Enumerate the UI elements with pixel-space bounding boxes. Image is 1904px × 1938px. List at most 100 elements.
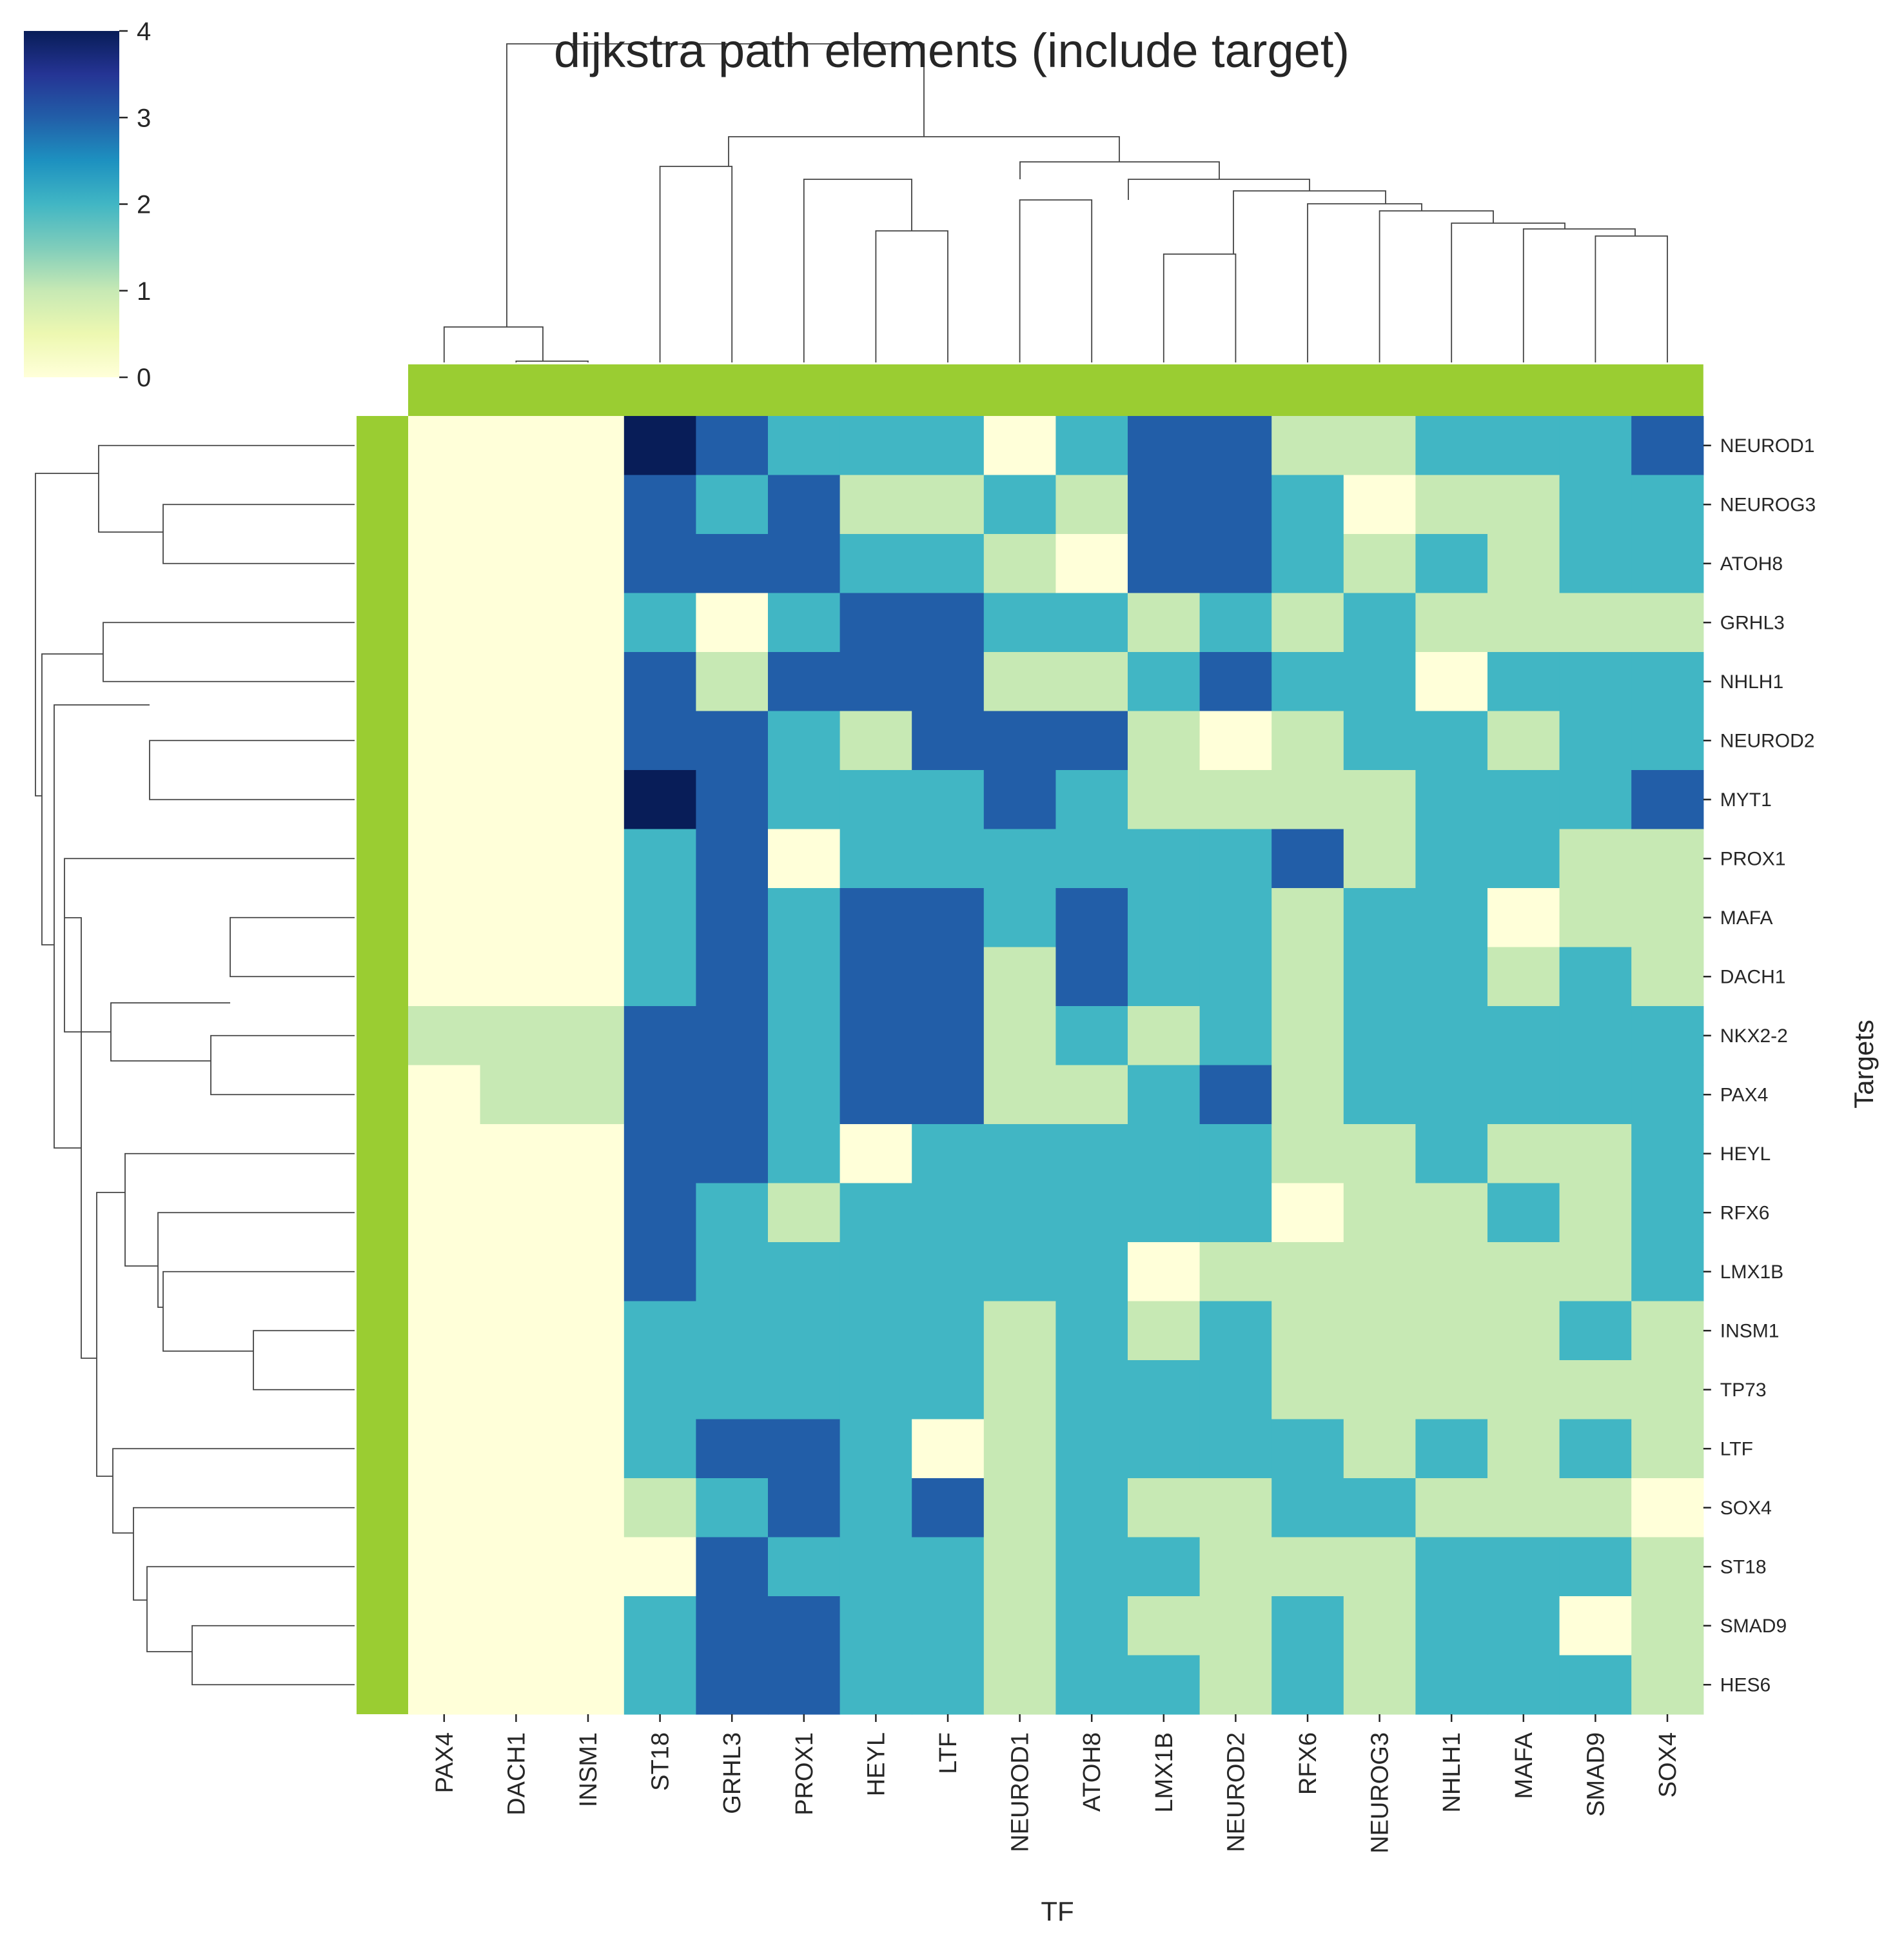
row-label: MAFA <box>1720 907 1773 929</box>
dendrogram-link <box>1595 235 1668 362</box>
heatmap-cell <box>1415 1006 1488 1066</box>
heatmap-cell <box>768 1419 841 1479</box>
heatmap-cell <box>983 1006 1056 1066</box>
heatmap-cell <box>983 1537 1056 1597</box>
heatmap-cell <box>552 1537 625 1597</box>
heatmap-cell <box>1128 1301 1201 1361</box>
column-label: HEYL <box>863 1732 890 1796</box>
row-label: ATOH8 <box>1720 553 1783 575</box>
heatmap-cell <box>480 1006 553 1066</box>
heatmap-cell <box>839 1537 912 1597</box>
heatmap-cell <box>1055 1360 1128 1420</box>
heatmap-cell <box>768 711 841 771</box>
heatmap-cell <box>1487 770 1560 830</box>
heatmap-cell <box>480 1478 553 1538</box>
heatmap-cell <box>552 593 625 653</box>
heatmap-cell <box>839 1596 912 1656</box>
heatmap-cell <box>696 947 769 1007</box>
heatmap-cell <box>1487 1596 1560 1656</box>
column-annotation-bar <box>408 364 1703 416</box>
column-label: PAX4 <box>431 1732 458 1793</box>
heatmap-cell <box>1343 1419 1416 1479</box>
dendrogram-link <box>103 622 355 682</box>
heatmap-cell <box>552 1360 625 1420</box>
heatmap-cell <box>623 1596 696 1656</box>
heatmap-cell <box>1128 475 1201 535</box>
heatmap-cell <box>480 593 553 653</box>
heatmap-cell <box>1343 711 1416 771</box>
heatmap-cell <box>1559 829 1632 889</box>
heatmap-cell <box>480 475 553 535</box>
heatmap-cell <box>408 1242 481 1302</box>
heatmap-cell <box>1199 652 1272 712</box>
column-label: ST18 <box>647 1732 674 1791</box>
heatmap-cell <box>552 534 625 594</box>
heatmap-cell <box>1631 1360 1704 1420</box>
heatmap-cell <box>1415 829 1488 889</box>
heatmap-cell <box>1055 1124 1128 1184</box>
column-label: MAFA <box>1511 1732 1538 1799</box>
column-label: ATOH8 <box>1079 1732 1106 1812</box>
heatmap-cell <box>768 1596 841 1656</box>
heatmap-cell <box>1487 711 1560 771</box>
heatmap-cell <box>696 1006 769 1066</box>
heatmap-cell <box>1128 1006 1201 1066</box>
heatmap-cell <box>1271 1655 1344 1715</box>
heatmap-cell <box>1199 475 1272 535</box>
colorbar-ticks: 0 1 2 3 4 <box>119 17 151 392</box>
row-label: NEUROD1 <box>1720 435 1815 457</box>
heatmap-cell <box>1128 770 1201 830</box>
heatmap-cell <box>1055 1301 1128 1361</box>
heatmap-cell <box>912 1124 985 1184</box>
heatmap-cell <box>1271 770 1344 830</box>
heatmap-cell <box>1559 1006 1632 1066</box>
row-label: HES6 <box>1720 1674 1771 1696</box>
heatmap-cell <box>1631 829 1704 889</box>
heatmap-cell <box>1128 1478 1201 1538</box>
heatmap-cell <box>1055 1242 1128 1302</box>
heatmap-cell <box>696 1065 769 1125</box>
heatmap-cell <box>1631 1478 1704 1538</box>
column-label: DACH1 <box>503 1732 530 1815</box>
heatmap-cell <box>1559 475 1632 535</box>
heatmap-cell <box>983 534 1056 594</box>
row-label: MYT1 <box>1720 789 1772 811</box>
heatmap-cell <box>1487 947 1560 1007</box>
heatmap-cell <box>1199 1478 1272 1538</box>
column-label: NEUROD1 <box>1007 1732 1034 1852</box>
heatmap-cell <box>1415 1124 1488 1184</box>
heatmap-cell <box>768 888 841 948</box>
heatmap-cell <box>983 770 1056 830</box>
heatmap-cell <box>1559 652 1632 712</box>
dendrogram-link <box>1307 203 1422 362</box>
row-label: PAX4 <box>1720 1084 1769 1105</box>
heatmap-cell <box>623 1006 696 1066</box>
heatmap-cell <box>552 1065 625 1125</box>
heatmap-cell <box>1055 1655 1128 1715</box>
row-label: GRHL3 <box>1720 612 1785 633</box>
heatmap-cell <box>1487 1655 1560 1715</box>
heatmap-cell <box>1631 1242 1704 1302</box>
heatmap-cell <box>1631 534 1704 594</box>
heatmap-cell <box>1055 1596 1128 1656</box>
heatmap-cell <box>839 1242 912 1302</box>
heatmap-cell <box>912 1537 985 1597</box>
dendrogram-link <box>875 230 948 362</box>
heatmap-cell <box>839 1124 912 1184</box>
heatmap-cell <box>1271 1183 1344 1243</box>
heatmap-cell <box>912 1478 985 1538</box>
heatmap-cell <box>552 1242 625 1302</box>
heatmap-cell <box>1128 1242 1201 1302</box>
heatmap-cell <box>912 652 985 712</box>
heatmap-cell <box>408 829 481 889</box>
heatmap-cell <box>1487 829 1560 889</box>
heatmap-cell <box>552 1655 625 1715</box>
heatmap-cell <box>696 770 769 830</box>
dendrogram-link <box>1451 222 1565 362</box>
heatmap-cell <box>983 888 1056 948</box>
heatmap-cell <box>1343 1183 1416 1243</box>
heatmap-cell <box>408 888 481 948</box>
dendrogram-link <box>133 1507 355 1601</box>
heatmap-cell <box>1631 711 1704 771</box>
